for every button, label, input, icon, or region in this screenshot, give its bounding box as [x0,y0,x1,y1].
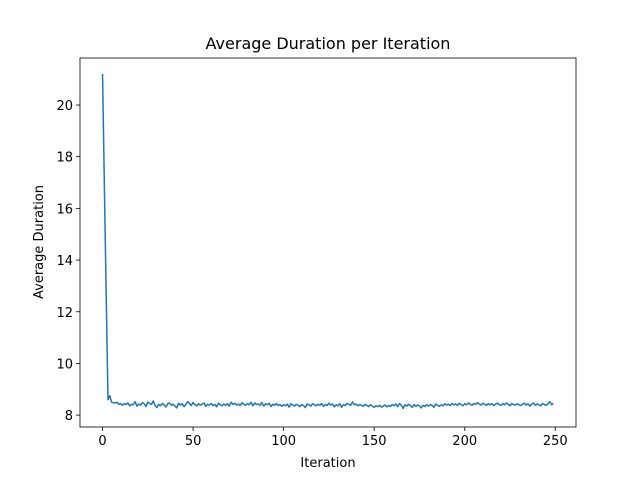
axes-frame [79,57,577,428]
x-tick-label: 200 [452,434,477,449]
data-line [101,74,554,410]
x-tick-label: 0 [98,434,106,449]
x-tick-label: 50 [185,434,202,449]
y-tick-label: 18 [56,151,73,166]
x-tick-label: 250 [543,434,568,449]
y-tick-label: 10 [56,357,73,372]
x-axis-label: Iteration [300,456,355,471]
y-tick-label: 20 [56,99,73,114]
y-tick-label: 8 [65,409,73,424]
x-tick-label: 100 [271,434,296,449]
y-tick-label: 14 [56,254,73,269]
y-tick-label: 12 [56,306,73,321]
y-axis-label: Average Duration [32,185,47,299]
x-tick-label: 150 [362,434,387,449]
y-tick-label: 16 [56,202,73,217]
chart-title: Average Duration per Iteration [206,34,451,53]
